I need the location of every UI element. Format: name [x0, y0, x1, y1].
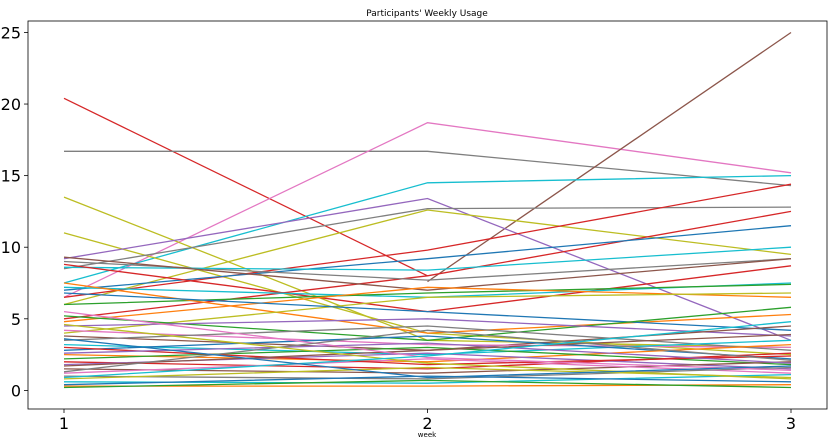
- series-line: [63, 318, 792, 337]
- y-tick-label: 10: [1, 238, 21, 257]
- series-line: [63, 292, 792, 334]
- series-line: [63, 335, 792, 360]
- series-line: [63, 339, 792, 356]
- series-line: [63, 256, 792, 291]
- series-line: [64, 150, 792, 187]
- series-line: [63, 323, 792, 380]
- series-line: [63, 292, 792, 331]
- series-line: [63, 325, 792, 351]
- series-line: [63, 346, 792, 366]
- y-tick-label: 20: [1, 95, 21, 114]
- series-line: [63, 333, 792, 367]
- x-tick-label: 2: [422, 414, 432, 433]
- series-line: [427, 31, 792, 283]
- series-line: [63, 338, 792, 379]
- series-line: [63, 329, 792, 373]
- series-line: [63, 375, 792, 386]
- series-line: [63, 358, 792, 374]
- x-tick-label: 1: [59, 414, 69, 433]
- series-line: [63, 209, 792, 306]
- series-line: [63, 321, 792, 379]
- series-line: [63, 310, 792, 371]
- y-axis: 0 5 10 15 20 25: [1, 23, 28, 400]
- series-line: [63, 183, 792, 298]
- x-axis-label: week: [418, 431, 437, 439]
- series-line: [63, 366, 792, 380]
- series-line: [63, 197, 792, 341]
- series-layer: [63, 31, 792, 389]
- series-line: [63, 210, 792, 320]
- series-line: [63, 342, 792, 364]
- x-axis: 1 2 3: [59, 409, 796, 433]
- y-tick-label: 15: [1, 167, 21, 186]
- chart-title: Participants' Weekly Usage: [366, 9, 488, 19]
- series-line: [63, 379, 792, 389]
- x-tick-label: 3: [786, 414, 796, 433]
- series-line: [63, 174, 792, 284]
- y-tick-label: 5: [11, 310, 21, 329]
- y-tick-label: 0: [11, 381, 21, 400]
- series-line: [63, 206, 792, 270]
- series-line: [63, 97, 428, 277]
- y-tick-label: 25: [1, 23, 21, 42]
- series-line: [63, 258, 792, 281]
- series-line: [63, 263, 792, 313]
- series-line: [63, 283, 792, 306]
